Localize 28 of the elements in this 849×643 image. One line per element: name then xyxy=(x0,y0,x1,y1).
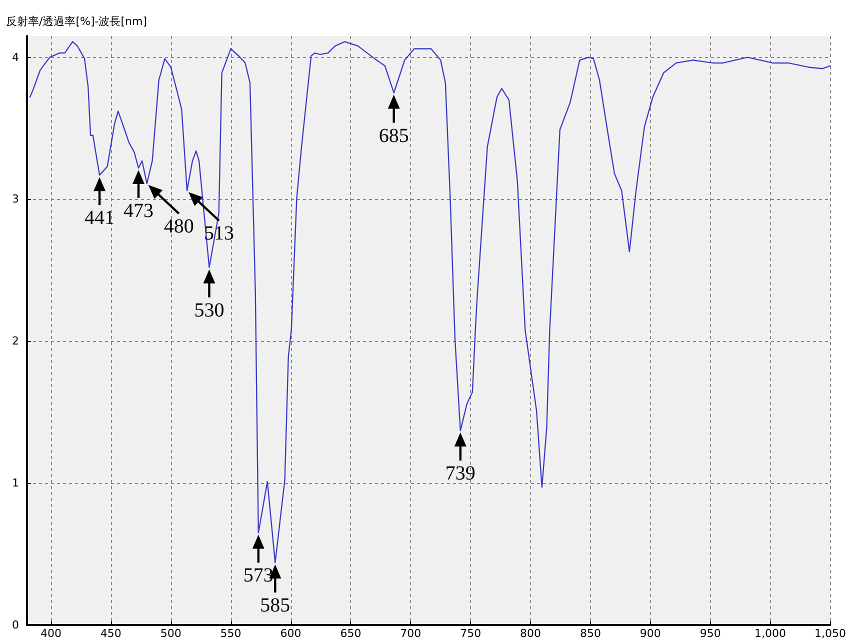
annotation: 585 xyxy=(260,594,290,617)
annotation: 739 xyxy=(445,462,476,485)
line-series xyxy=(29,41,831,564)
annotation: 530 xyxy=(194,299,224,322)
y-tick-label: 1 xyxy=(12,476,19,490)
x-tick-label: 1,000 xyxy=(754,627,786,640)
annotation: 685 xyxy=(378,124,409,147)
annotation: 473 xyxy=(123,200,154,222)
y-tick-label: 2 xyxy=(12,334,19,348)
x-tick-label: 550 xyxy=(220,627,242,640)
x-tick-label: 650 xyxy=(340,627,362,640)
x-tick-label: 800 xyxy=(520,627,542,640)
chart-title: 反射率/透過率[%]-波長[nm] xyxy=(6,14,147,29)
x-tick-label: 850 xyxy=(580,627,601,640)
y-tick-label: 3 xyxy=(12,192,19,206)
x-tick-label: 750 xyxy=(460,627,482,640)
x-tick-label: 1,050 xyxy=(814,627,846,640)
x-tick-label: 450 xyxy=(100,627,122,640)
annotation: 441 xyxy=(84,207,115,230)
x-tick-label: 400 xyxy=(40,627,62,640)
x-tick-label: 600 xyxy=(280,627,302,640)
y-tick-label: 4 xyxy=(12,50,19,64)
x-tick-label: 500 xyxy=(160,627,182,640)
x-tick-label: 900 xyxy=(640,627,661,640)
annotation: 480 xyxy=(164,216,194,238)
x-tick-label: 950 xyxy=(700,627,721,640)
x-tick-label: 700 xyxy=(400,627,422,640)
y-tick-label: 0 xyxy=(12,618,19,632)
